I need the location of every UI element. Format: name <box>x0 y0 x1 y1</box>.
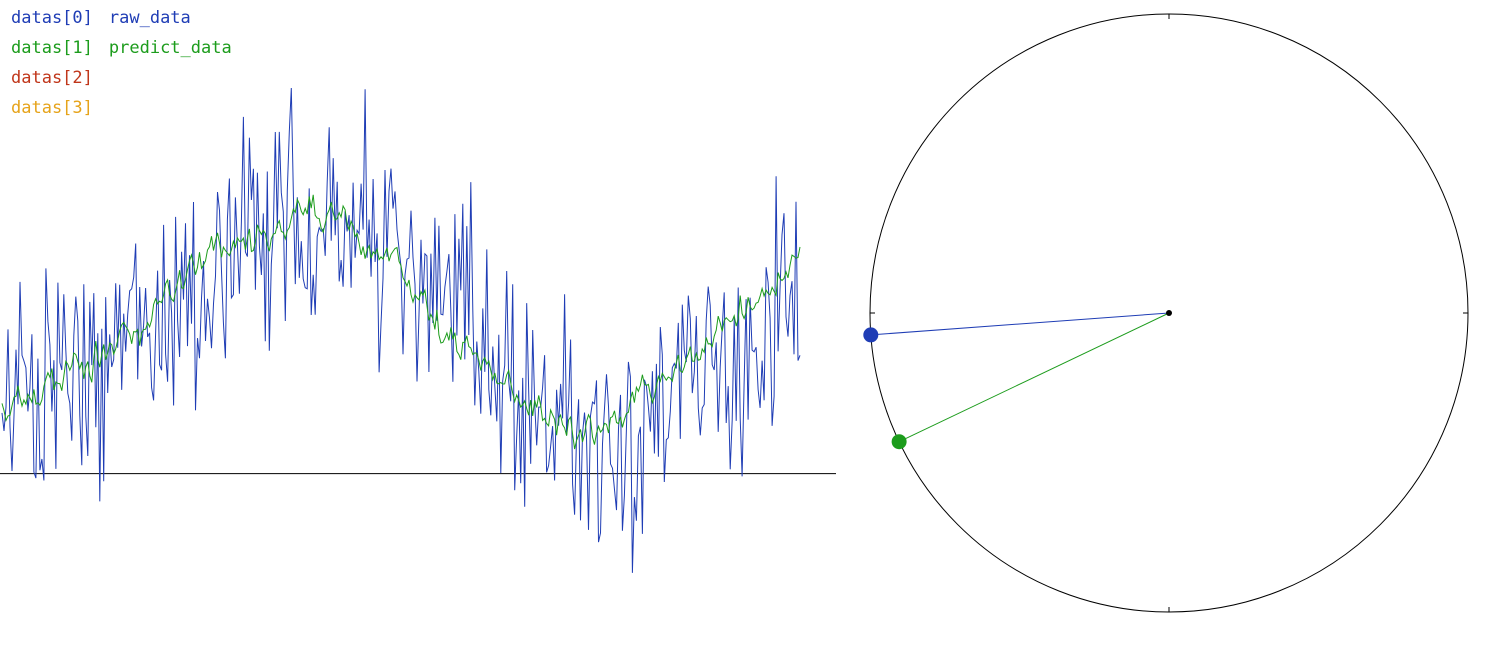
legend-key: datas[1] <box>11 38 93 58</box>
legend-item-0: datas[0] raw_data <box>11 3 248 33</box>
legend-key: datas[3] <box>11 98 93 118</box>
circle-chart-panel <box>863 13 1469 613</box>
raw_data-point <box>863 327 879 343</box>
line-chart-panel <box>0 87 836 573</box>
legend-item-1: datas[1] predict_data <box>11 33 248 63</box>
legend-label: predict_data <box>108 38 232 58</box>
legend-item-2: datas[2] <box>11 63 248 93</box>
predict_data-point <box>891 434 907 450</box>
raw_data-radius-line <box>870 312 1170 336</box>
legend-label: raw_data <box>108 8 191 28</box>
raw_data-series-line <box>1 87 801 573</box>
predict_data-radius-line <box>898 312 1170 443</box>
legend-key: datas[2] <box>11 68 93 88</box>
legend: datas[0] raw_data datas[1] predict_data da… <box>11 3 248 123</box>
legend-item-3: datas[3] <box>11 93 248 123</box>
predict_data-series-line <box>1 194 801 450</box>
legend-key: datas[0] <box>11 8 93 28</box>
circle-center-point <box>1166 310 1172 316</box>
